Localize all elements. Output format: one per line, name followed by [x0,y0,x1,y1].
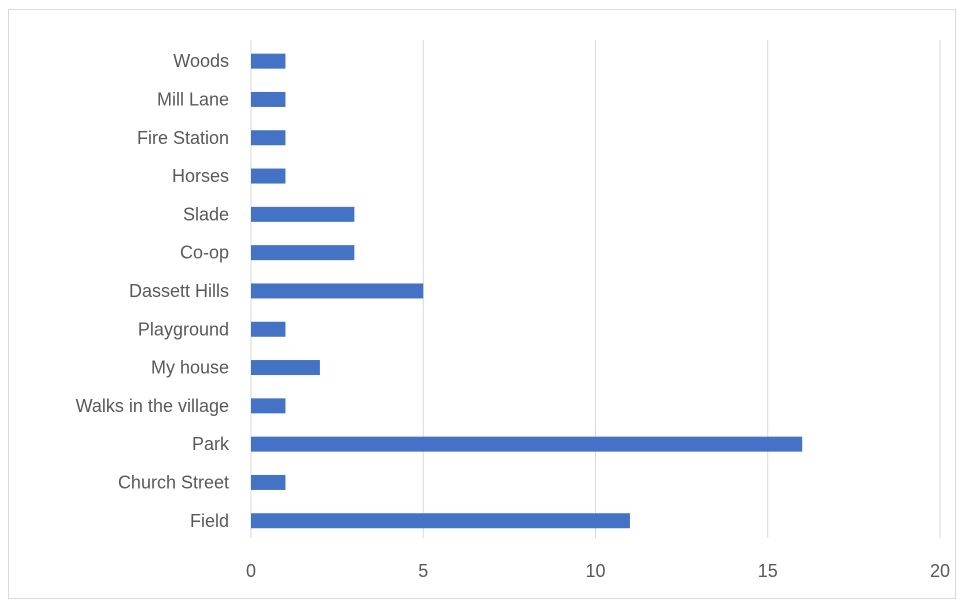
category-label: Co-op [180,243,229,263]
bar [251,436,803,452]
bar-chart: Woods Mill Lane Fire Station Horses Slade Co-… [76,40,950,581]
x-tick-label: 0 [246,561,256,581]
x-tick-labels: 0 5 10 15 20 [246,561,950,581]
bar [251,474,286,490]
category-label: Field [190,511,229,531]
bar [251,206,355,222]
bar [251,91,286,107]
category-label: Walks in the village [76,396,229,416]
bar [251,398,286,414]
x-tick-label: 5 [418,561,428,581]
category-labels: Woods Mill Lane Fire Station Horses Slade Co-… [76,51,230,531]
category-label: Woods [173,51,229,71]
chart-frame [8,9,956,599]
x-tick-label: 10 [585,561,605,581]
bars [251,53,803,529]
bar [251,321,286,337]
bar [251,283,424,299]
bar [251,513,630,529]
category-label: Dassett Hills [129,281,229,301]
category-label: Horses [172,166,229,186]
category-label: Fire Station [137,128,229,148]
category-label: Church Street [118,472,229,492]
category-label: My house [151,358,229,378]
category-label: Slade [183,204,229,224]
category-label: Park [192,434,230,454]
bar [251,168,286,184]
category-label: Mill Lane [157,89,229,109]
bar [251,245,355,261]
x-tick-label: 15 [758,561,778,581]
bar [251,130,286,146]
category-label: Playground [138,319,229,339]
bar [251,53,286,69]
bar [251,360,320,376]
x-tick-label: 20 [930,561,950,581]
